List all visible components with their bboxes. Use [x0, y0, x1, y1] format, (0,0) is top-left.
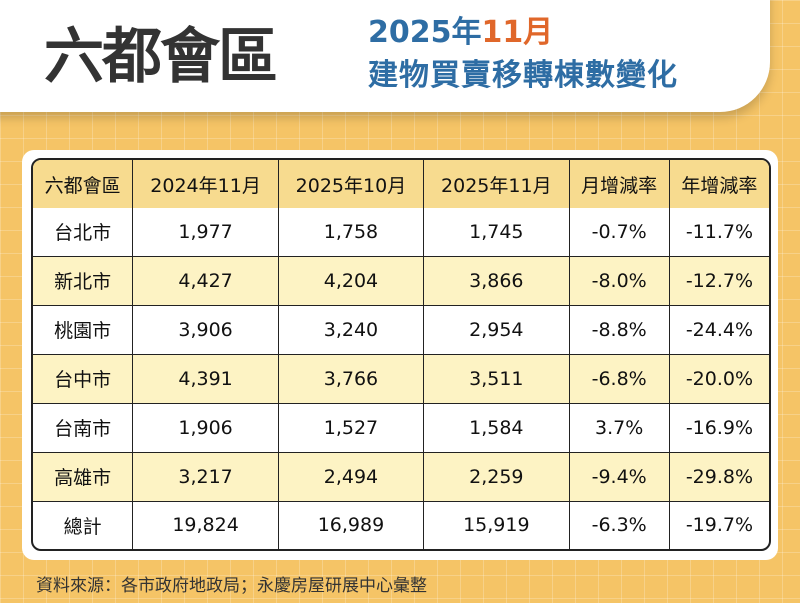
table-header-row: 六都會區 2024年11月 2025年10月 2025年11月 月增減率 年增減率: [33, 160, 769, 208]
column-header: 年增減率: [669, 160, 769, 208]
city-cell: 台中市: [33, 354, 134, 404]
column-header: 2025年10月: [278, 160, 425, 208]
table-row: 台中市 4,391 3,766 3,511 -6.8% -20.0%: [33, 354, 769, 404]
value-cell: 2,494: [278, 452, 425, 502]
value-cell: 1,906: [133, 403, 279, 453]
value-cell: -19.7%: [685, 514, 754, 537]
value-cell: 16,989: [279, 501, 425, 549]
value-cell: 3,766: [278, 354, 425, 404]
subtitle-year: 2025年: [368, 15, 482, 50]
column-header: 月增減率: [569, 160, 670, 208]
value-cell: 3,511: [424, 354, 570, 404]
value-cell: 1,584: [424, 403, 570, 453]
value-cell: 1,527: [278, 403, 425, 453]
table-row: 桃園市 3,906 3,240 2,954 -8.8% -24.4%: [33, 305, 769, 355]
value-cell: 4,391: [133, 354, 279, 404]
value-cell: -6.8%: [569, 354, 670, 404]
value-cell: 3.7%: [569, 403, 670, 453]
column-header: 2025年11月: [424, 160, 570, 208]
value-cell: -8.8%: [569, 305, 670, 355]
page-title: 六都會區: [44, 22, 278, 92]
data-table: 六都會區 2024年11月 2025年10月 2025年11月 月增減率 年增減率 台北市…: [31, 158, 771, 551]
value-cell: 3,866: [424, 256, 570, 306]
value-cell: 3,240: [278, 305, 425, 355]
table-row: 台北市 1,977 1,758 1,745 -0.7% -11.7%: [33, 208, 769, 257]
value-cell: -29.8%: [669, 452, 769, 502]
value-cell: 3,217: [133, 452, 279, 502]
subtitle-date: 2025年11月: [368, 7, 553, 51]
value-cell: 4,427: [133, 256, 279, 306]
value-cell: -11.7%: [669, 208, 769, 257]
table-row: 高雄市 3,217 2,494 2,259 -9.4% -29.8%: [33, 452, 769, 502]
column-header: 2024年11月: [133, 160, 279, 208]
value-cell: 4,204: [278, 256, 425, 306]
value-cell: 3,906: [133, 305, 279, 355]
city-cell: 桃園市: [33, 305, 134, 355]
city-cell: 台南市: [33, 403, 134, 453]
value-cell: -0.7%: [569, 208, 670, 257]
value-cell: -9.4%: [569, 452, 670, 502]
subtitle: 建物買賣移轉棟數變化: [368, 58, 678, 93]
title-banner: [0, 0, 770, 112]
table-row: 新北市 4,427 4,204 3,866 -8.0% -12.7%: [33, 256, 769, 306]
city-cell: 高雄市: [33, 452, 134, 502]
value-cell: -16.9%: [669, 404, 769, 453]
value-cell: 2,259: [424, 452, 570, 502]
value-cell: -12.7%: [669, 256, 769, 306]
table-row: 台南市 1,906 1,527 1,584 3.7% -16.9%: [33, 403, 769, 453]
city-cell: 總計: [33, 501, 134, 549]
value-cell: 1,758: [278, 208, 425, 257]
value-cell: -8.0%: [569, 256, 670, 306]
table-row: 總計 19,824 16,989 15,919 -6.3% -19.7%: [33, 501, 769, 549]
value-cell: -24.4%: [669, 306, 769, 355]
value-cell: 15,919: [424, 501, 570, 549]
subtitle-month: 11月: [481, 15, 554, 50]
value-cell: 2,954: [424, 305, 570, 355]
city-cell: 新北市: [33, 256, 134, 306]
value-cell: -20.0%: [669, 354, 769, 404]
value-cell: 1,745: [424, 208, 570, 257]
value-cell: 1,977: [133, 208, 279, 257]
source-note: 資料來源：各市政府地政局；永慶房屋研展中心彙整: [36, 576, 427, 596]
column-header: 六都會區: [33, 160, 134, 208]
value-cell: -6.3%: [570, 501, 670, 549]
city-cell: 台北市: [33, 208, 134, 257]
value-cell: 19,824: [133, 501, 279, 549]
